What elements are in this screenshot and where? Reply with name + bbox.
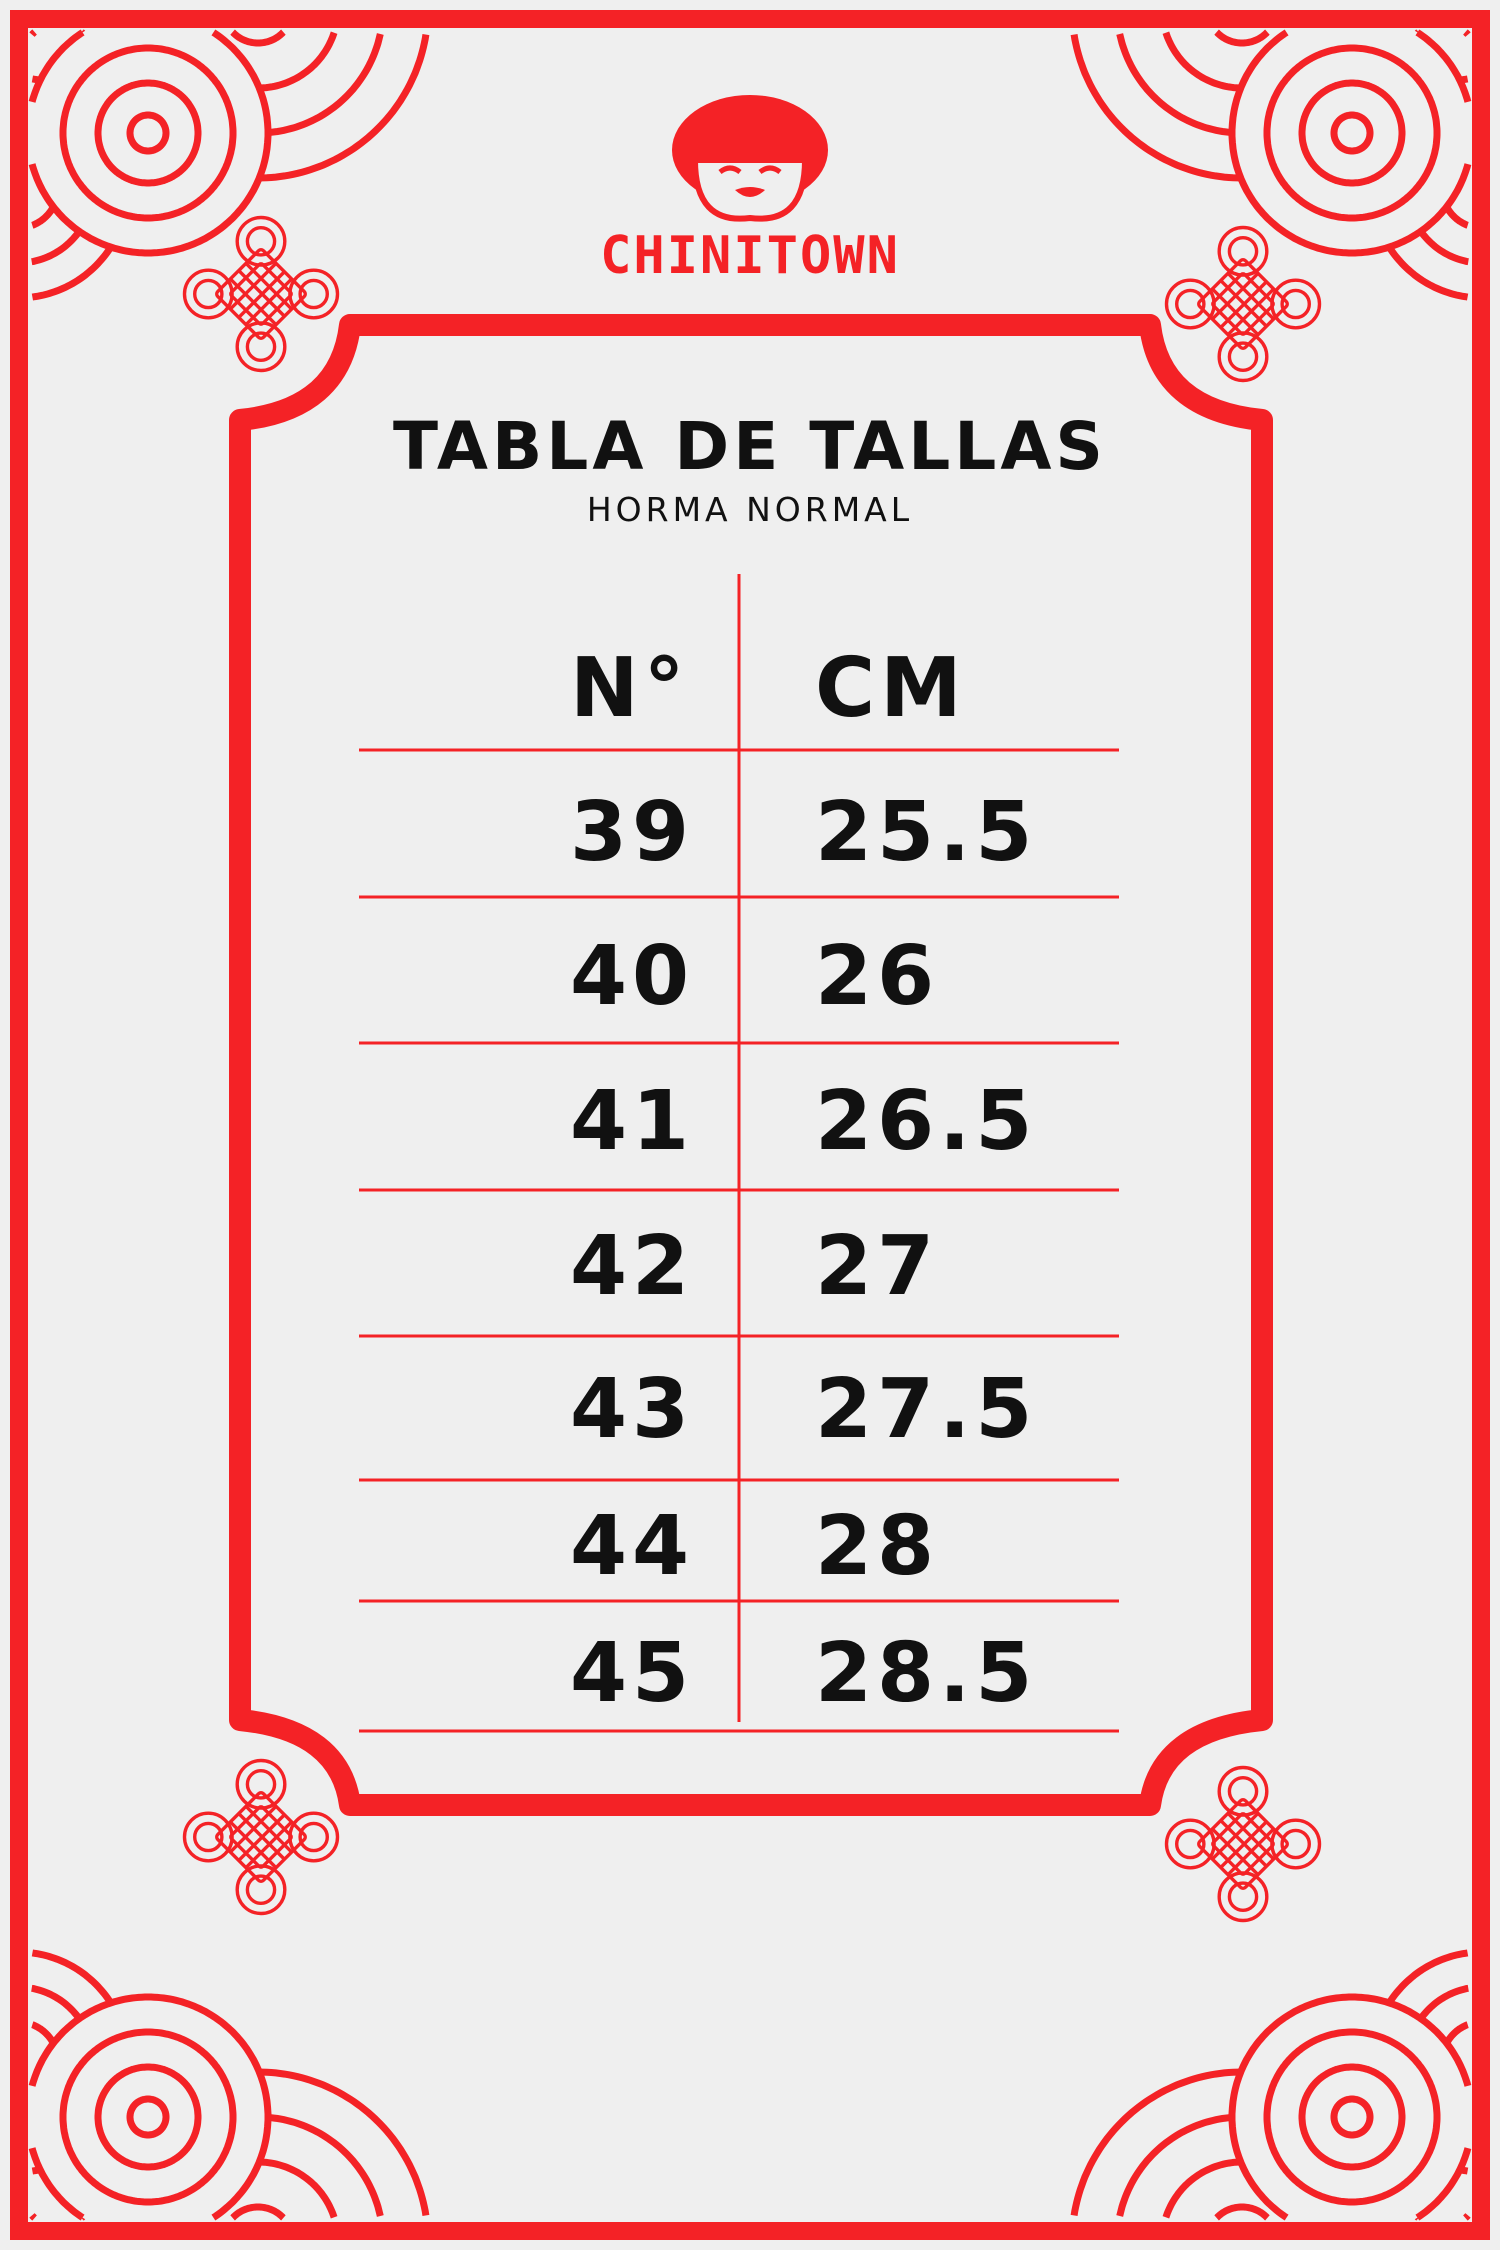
wave-fill — [223, 28, 293, 43]
wave-arc — [59, 2028, 237, 2206]
endless-knot-icon — [1164, 1765, 1322, 1923]
header-size: N° — [570, 641, 690, 736]
size-value: 40 — [570, 929, 695, 1024]
header-cm: CM — [815, 641, 967, 736]
wave-arc — [126, 2095, 170, 2139]
wave-pattern — [28, 1949, 430, 2222]
size-value: 39 — [570, 785, 695, 880]
wave-arc — [1330, 2095, 1374, 2139]
table-grid — [359, 574, 1119, 1733]
cm-value: 26.5 — [815, 1074, 1038, 1169]
wave-arc — [1330, 111, 1374, 155]
wave-fill — [1207, 2207, 1277, 2222]
wave-pattern — [1070, 1949, 1472, 2222]
wave-fill — [223, 2207, 293, 2222]
wave-arc — [1228, 1993, 1472, 2221]
wave-arc — [230, 2203, 286, 2221]
endless-knot-icon — [182, 1758, 340, 1916]
wave-arc — [94, 2063, 202, 2171]
cm-value: 27 — [815, 1219, 940, 1314]
wave-fill — [130, 2099, 166, 2135]
size-value: 45 — [570, 1626, 695, 1721]
cm-value: 28 — [815, 1499, 940, 1594]
wave-pattern — [28, 28, 430, 301]
wave-arc — [126, 111, 170, 155]
corner-waves — [28, 28, 1472, 2222]
wave-arc — [59, 44, 237, 222]
wave-pattern — [1070, 28, 1472, 301]
smiling-girl-face-logo — [672, 95, 828, 222]
wave-arc — [1228, 29, 1472, 257]
cm-value: 28.5 — [815, 1626, 1038, 1721]
wave-fill — [130, 115, 166, 151]
page-subtitle: HORMA NORMAL — [586, 490, 914, 529]
wave-arc — [1214, 29, 1270, 47]
wave-arc — [1263, 2028, 1441, 2206]
wave-fill — [1207, 28, 1277, 43]
wave-fill — [1334, 115, 1370, 151]
size-value: 42 — [570, 1219, 695, 1314]
wave-fill — [1334, 2099, 1370, 2135]
brand-logo-text: CHINITOWN — [600, 226, 900, 286]
wave-arc — [1298, 79, 1406, 187]
wave-arc — [28, 29, 272, 257]
wave-arc — [28, 1993, 272, 2221]
wave-arc — [1263, 44, 1441, 222]
cm-value: 26 — [815, 929, 940, 1024]
size-value: 41 — [570, 1074, 695, 1169]
wave-arc — [230, 29, 286, 47]
wave-arc — [1214, 2203, 1270, 2221]
size-value: 43 — [570, 1362, 695, 1457]
wave-arc — [1298, 2063, 1406, 2171]
outer-border — [10, 10, 1490, 2240]
cm-value: 27.5 — [815, 1362, 1038, 1457]
size-value: 44 — [570, 1499, 695, 1594]
wave-arc — [94, 79, 202, 187]
page-title: TABLA DE TALLAS — [393, 408, 1107, 485]
inner-frame — [229, 314, 1273, 1816]
cm-value: 25.5 — [815, 785, 1038, 880]
